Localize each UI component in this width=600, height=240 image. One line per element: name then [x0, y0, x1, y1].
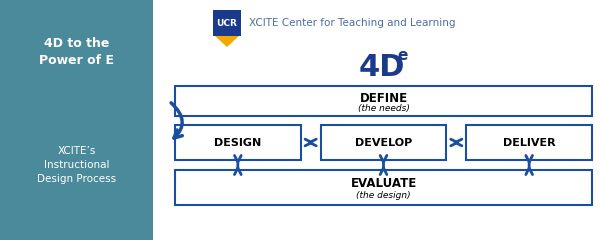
Text: XCITE’s
Instructional
Design Process: XCITE’s Instructional Design Process	[37, 146, 116, 184]
Text: UCR: UCR	[217, 18, 238, 28]
Text: DELIVER: DELIVER	[503, 138, 556, 148]
Text: (the needs): (the needs)	[358, 104, 409, 113]
Text: XCITE Center for Teaching and Learning: XCITE Center for Teaching and Learning	[249, 18, 455, 28]
Text: DESIGN: DESIGN	[214, 138, 262, 148]
Bar	[0, 0, 153, 240]
Bar	[175, 170, 592, 205]
Text: DEVELOP: DEVELOP	[355, 138, 412, 148]
Bar	[175, 86, 592, 116]
Text: e: e	[397, 48, 407, 62]
Text: DEFINE: DEFINE	[359, 91, 407, 104]
Text: (the design): (the design)	[356, 191, 411, 200]
Bar	[466, 125, 592, 160]
Bar	[153, 0, 600, 240]
Bar	[213, 10, 241, 36]
Text: EVALUATE: EVALUATE	[350, 177, 416, 190]
Bar	[175, 125, 301, 160]
Polygon shape	[215, 36, 239, 47]
Text: 4D to the
Power of E: 4D to the Power of E	[39, 37, 114, 67]
Text: 4D: 4D	[358, 54, 405, 83]
Bar	[320, 125, 446, 160]
